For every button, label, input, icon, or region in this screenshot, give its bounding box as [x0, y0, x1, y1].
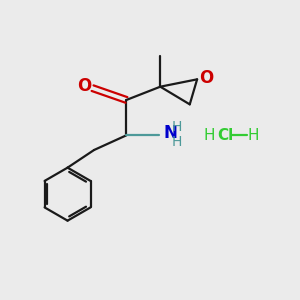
Text: H: H: [247, 128, 259, 143]
Text: Cl: Cl: [217, 128, 233, 143]
Text: O: O: [200, 69, 214, 87]
Text: O: O: [77, 77, 92, 95]
Text: H: H: [172, 135, 182, 149]
Text: H: H: [203, 128, 214, 143]
Text: H: H: [172, 120, 182, 134]
Text: N: N: [163, 124, 177, 142]
